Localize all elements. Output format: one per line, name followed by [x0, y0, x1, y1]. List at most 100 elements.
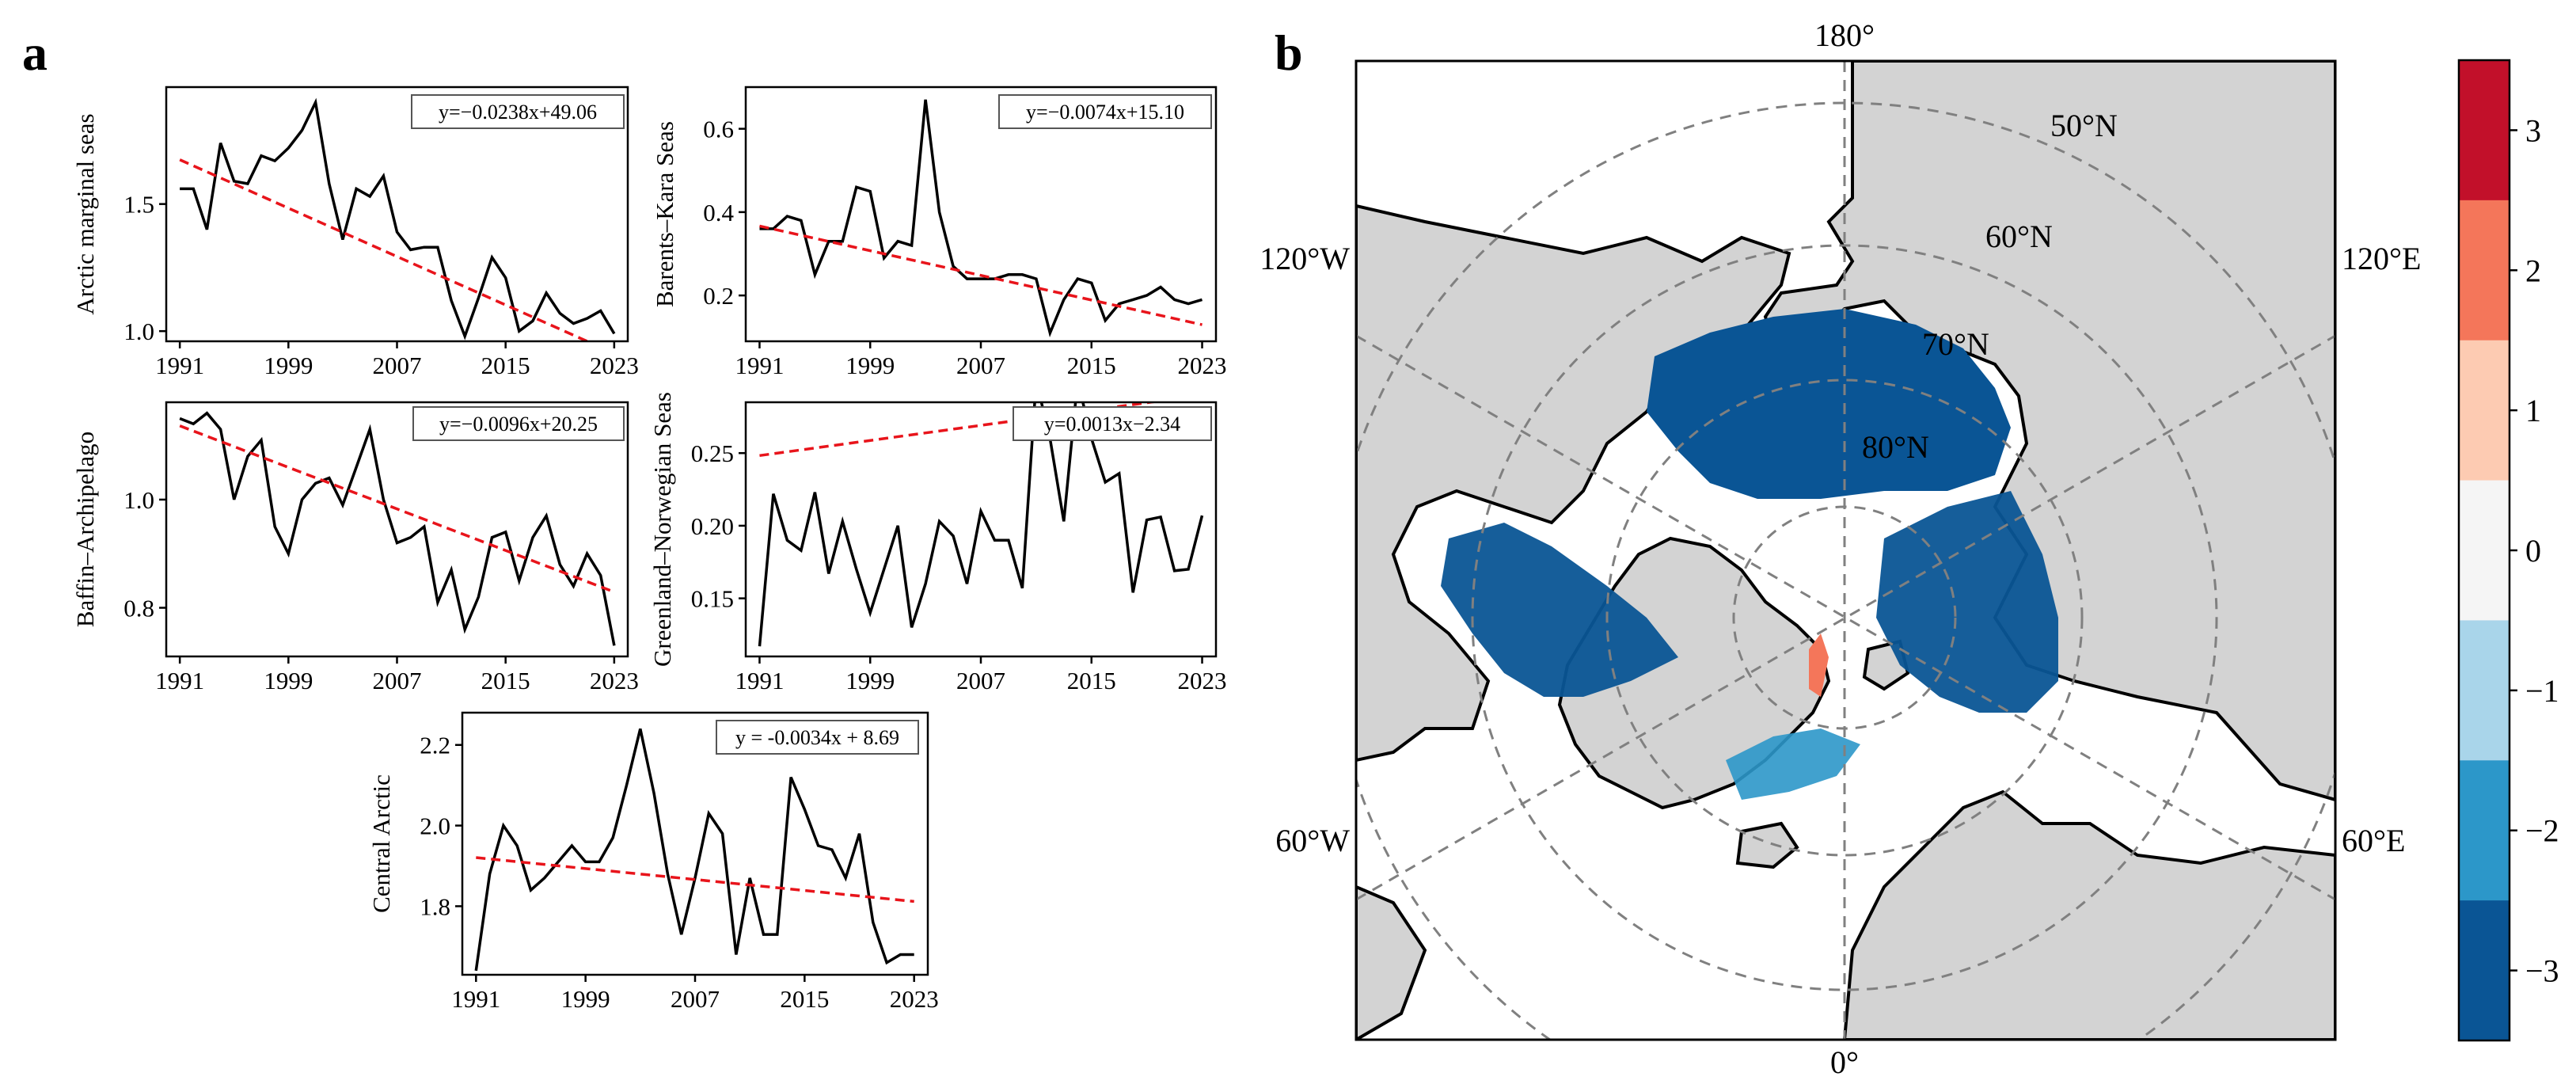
x-tick-label: 2015 — [1067, 352, 1116, 379]
trend-line — [179, 424, 615, 594]
land-southwest — [1356, 884, 1427, 1040]
x-tick-label: 2007 — [671, 985, 720, 1013]
chart-5: 1991 1999 2007 2015 2023 1.8 2.0 2.2 Central Arc… — [367, 711, 939, 1013]
x-tick-label: 2015 — [481, 667, 530, 694]
map-frame — [1354, 59, 2337, 1041]
x-tick-label: 2007 — [956, 352, 1005, 379]
equation-box — [411, 94, 625, 129]
lat-label-60n: 60°N — [1985, 219, 2053, 254]
colorbar-segment — [2459, 200, 2510, 341]
y-axis-label: Greenland–Norwegian Seas — [648, 392, 676, 667]
y-axis-label: Central Arctic — [367, 774, 395, 913]
y-tick-label: 0.25 — [691, 439, 734, 467]
lat-label-50n: 50°N — [2050, 108, 2118, 143]
x-tick-label: 2023 — [590, 667, 639, 694]
x-tick-label: 2023 — [1178, 352, 1227, 379]
land-north-america — [1356, 204, 1791, 763]
x-tick-label: 1999 — [561, 985, 610, 1013]
x-tick-label: 2015 — [1067, 667, 1116, 694]
y-tick-label: 0.6 — [703, 116, 734, 143]
series-line — [758, 402, 1204, 647]
series-line — [179, 411, 616, 646]
x-tick-label: 1999 — [264, 352, 313, 379]
lon-label-60w: 60°W — [1275, 823, 1350, 858]
x-tick-label: 1991 — [735, 352, 784, 379]
lon-label-60e: 60°E — [2342, 823, 2405, 858]
series-line — [759, 99, 1203, 338]
x-tick-label: 2007 — [956, 667, 1005, 694]
x-tick-label: 1999 — [845, 667, 895, 694]
trend-line — [179, 158, 591, 341]
y-tick-label: 1.0 — [123, 318, 154, 345]
y-tick-label: 2.2 — [420, 732, 450, 759]
y-tick-label: 1.5 — [123, 191, 154, 219]
equation-label: y=−0.0238x+49.06 — [439, 101, 597, 124]
y-axis-label: Baffin–Archipelago — [71, 432, 99, 627]
ice-change-atlantic — [1876, 491, 2058, 713]
time-series-panel: 1991 1999 2007 2015 2023 1.0 1.5 Arctic margina… — [71, 86, 1227, 1013]
lat-label-80n: 80°N — [1862, 429, 1929, 465]
trend-line — [759, 224, 1203, 326]
colorbar-segment — [2459, 760, 2510, 901]
x-tick-label: 2023 — [1178, 667, 1227, 694]
panel-b-letter: b — [1275, 25, 1303, 81]
colorbar-segment — [2459, 480, 2510, 621]
colorbar-tick-label: 3 — [2525, 112, 2541, 148]
x-tick-label: 1999 — [845, 352, 895, 379]
colorbar-tick-label: −1 — [2525, 673, 2559, 709]
ice-change-red — [1809, 633, 1829, 697]
chart-1: 1991 1999 2007 2015 2023 1.0 1.5 Arctic margina… — [71, 86, 639, 379]
y-axis-label: Arctic marginal seas — [71, 113, 99, 314]
y-tick-label: 0.20 — [691, 512, 734, 540]
x-tick-label: 2015 — [780, 985, 829, 1013]
ice-change-archipelago — [1441, 523, 1678, 697]
x-tick-label: 2015 — [481, 352, 530, 379]
colorbar-tick-label: 2 — [2525, 253, 2541, 288]
x-tick-label: 2007 — [373, 352, 422, 379]
lon-label-0: 0° — [1830, 1044, 1859, 1080]
lon-label-120w: 120°W — [1260, 241, 1350, 276]
y-axis-label: Barents–Kara Seas — [651, 121, 678, 307]
equation-label: y=−0.0074x+15.10 — [1026, 101, 1184, 124]
colorbar-segment — [2459, 900, 2510, 1041]
land-iceland — [1735, 821, 1799, 869]
colorbar-tick-label: 0 — [2525, 533, 2541, 569]
colorbar: 3 2 1 0 −1 −2 −3 — [2457, 59, 2559, 1042]
x-tick-label: 1991 — [155, 352, 204, 379]
colorbar-segment — [2459, 620, 2510, 761]
y-tick-label: 1.0 — [123, 486, 154, 514]
x-tick-label: 2023 — [890, 985, 939, 1013]
ice-change-greenland-east — [1726, 729, 1860, 800]
equation-box — [1013, 406, 1212, 441]
colorbar-tick-label: −2 — [2525, 813, 2559, 849]
equation-label: y = -0.0034x + 8.69 — [735, 726, 899, 749]
lon-label-120e: 120°E — [2342, 241, 2421, 276]
series-line — [180, 97, 616, 340]
equation-label: y=−0.0096x+20.25 — [439, 413, 598, 436]
x-tick-label: 2023 — [590, 352, 639, 379]
equation-label: y=0.0013x−2.34 — [1044, 413, 1180, 436]
colorbar-tick-label: 1 — [2525, 393, 2541, 428]
graticule — [1356, 61, 2335, 1040]
x-tick-label: 1991 — [735, 667, 784, 694]
x-tick-label: 1999 — [264, 667, 313, 694]
y-tick-label: 0.8 — [123, 595, 154, 622]
ice-change-pacific — [1647, 309, 2011, 499]
colorbar-segment — [2459, 340, 2510, 481]
y-tick-label: 2.0 — [420, 812, 450, 840]
y-tick-label: 1.8 — [420, 892, 450, 920]
y-tick-label: 0.15 — [691, 585, 734, 613]
colorbar-segment — [2459, 60, 2510, 201]
equation-box — [716, 720, 919, 755]
y-tick-label: 0.4 — [703, 199, 734, 226]
trend-line — [476, 856, 914, 903]
equation-box — [412, 406, 625, 441]
arctic-map: 180° 0° 120°W 60°W 120°E 60°E 50°N 60°N … — [1260, 17, 2421, 1080]
x-tick-label: 1991 — [451, 985, 500, 1013]
chart-3: 1991 1999 2007 2015 2023 0.8 1.0 Baffin–Archipe… — [71, 401, 639, 694]
land-europe — [1842, 789, 2335, 1040]
colorbar-tick-label: −3 — [2525, 953, 2559, 989]
chart-4: 1991 1999 2007 2015 2023 0.15 0.20 0.25 Greenlan… — [648, 392, 1227, 694]
y-tick-label: 0.2 — [703, 282, 734, 310]
